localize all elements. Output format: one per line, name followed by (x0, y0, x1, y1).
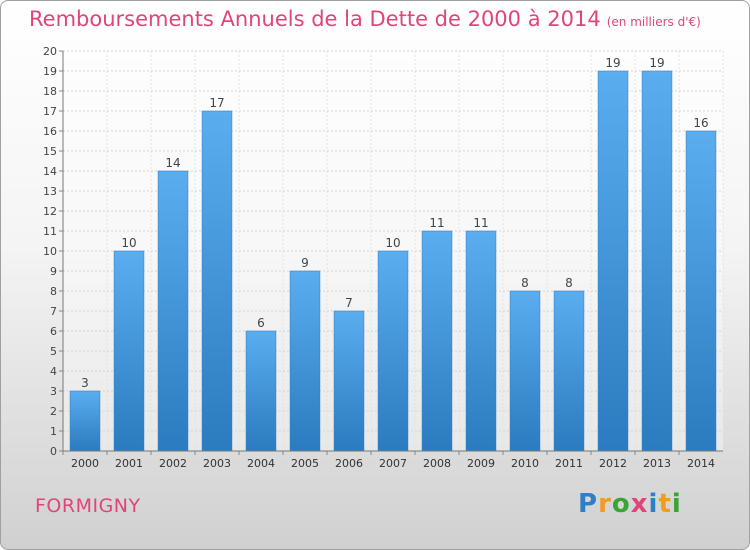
x-tick-label: 2001 (115, 457, 143, 470)
bar-2001 (113, 250, 145, 452)
bar-2006 (333, 310, 365, 452)
chart-title-text: Remboursements Annuels de la Dette de 20… (29, 7, 601, 31)
bar-2009 (465, 230, 497, 452)
y-tick-label: 16 (43, 125, 57, 138)
bar-value-label: 11 (473, 216, 488, 230)
bar-2012 (597, 70, 629, 452)
x-tick-label: 2009 (467, 457, 495, 470)
y-tick-label: 12 (43, 205, 57, 218)
bar-2011 (553, 290, 585, 452)
bar-value-label: 11 (429, 216, 444, 230)
bar-2008 (421, 230, 453, 452)
x-tick-label: 2003 (203, 457, 231, 470)
bar-2010 (509, 290, 541, 452)
bar-value-label: 14 (165, 156, 180, 170)
bar-2014 (685, 130, 717, 452)
logo-letter: i (648, 489, 659, 519)
x-tick-label: 2004 (247, 457, 275, 470)
y-tick-label: 13 (43, 185, 57, 198)
logo-letter: o (611, 489, 631, 519)
x-tick-label: 2008 (423, 457, 451, 470)
bar-2002 (157, 170, 189, 452)
bar-value-label: 19 (605, 56, 620, 70)
bar-value-label: 8 (565, 276, 573, 290)
place-name: FORMIGNY (35, 495, 141, 517)
bar-value-label: 10 (385, 236, 400, 250)
bar-2013 (641, 70, 673, 452)
y-tick-label: 11 (43, 225, 57, 238)
y-tick-label: 3 (50, 385, 57, 398)
y-tick-label: 0 (50, 445, 57, 458)
y-tick-label: 18 (43, 85, 57, 98)
bar-value-label: 10 (121, 236, 136, 250)
y-tick-label: 4 (50, 365, 57, 378)
y-tick-label: 20 (43, 45, 57, 58)
x-tick-label: 2002 (159, 457, 187, 470)
logo-letter: x (630, 489, 649, 519)
bar-value-label: 19 (649, 56, 664, 70)
bar-value-label: 7 (345, 296, 353, 310)
bar-value-label: 3 (81, 376, 89, 390)
logo-letter: i (671, 489, 682, 519)
bar-2004 (245, 330, 277, 452)
bar-value-label: 17 (209, 96, 224, 110)
y-tick-label: 6 (50, 325, 57, 338)
x-tick-label: 2000 (71, 457, 99, 470)
logo-letter: t (658, 489, 672, 519)
logo-letter: P (578, 489, 599, 519)
bar-2007 (377, 250, 409, 452)
y-tick-label: 8 (50, 285, 57, 298)
y-tick-label: 10 (43, 245, 57, 258)
bar-value-label: 9 (301, 256, 309, 270)
chart-subtitle: (en milliers d'€) (606, 15, 701, 29)
x-tick-label: 2007 (379, 457, 407, 470)
y-tick-label: 17 (43, 105, 57, 118)
proxiti-logo: Proxiti (578, 489, 682, 519)
bar-2003 (201, 110, 233, 452)
y-tick-label: 1 (50, 425, 57, 438)
y-tick-label: 7 (50, 305, 57, 318)
x-tick-label: 2012 (599, 457, 627, 470)
x-tick-label: 2005 (291, 457, 319, 470)
x-tick-label: 2011 (555, 457, 583, 470)
y-tick-label: 14 (43, 165, 57, 178)
bar-2005 (289, 270, 321, 452)
bar-2000 (69, 390, 101, 452)
bar-value-label: 6 (257, 316, 265, 330)
y-tick-label: 9 (50, 265, 57, 278)
x-tick-label: 2013 (643, 457, 671, 470)
x-tick-label: 2014 (687, 457, 715, 470)
logo-letter: r (598, 489, 612, 519)
y-tick-label: 15 (43, 145, 57, 158)
x-tick-label: 2006 (335, 457, 363, 470)
bar-value-label: 8 (521, 276, 529, 290)
bar-value-label: 16 (693, 116, 708, 130)
chart-title: Remboursements Annuels de la Dette de 20… (29, 7, 701, 31)
bars-layer: 3 10 14 17 6 9 7 10 11 11 8 8 19 19 16 (69, 56, 717, 452)
y-tick-label: 5 (50, 345, 57, 358)
y-tick-label: 2 (50, 405, 57, 418)
y-tick-label: 19 (43, 65, 57, 78)
x-tick-label: 2010 (511, 457, 539, 470)
